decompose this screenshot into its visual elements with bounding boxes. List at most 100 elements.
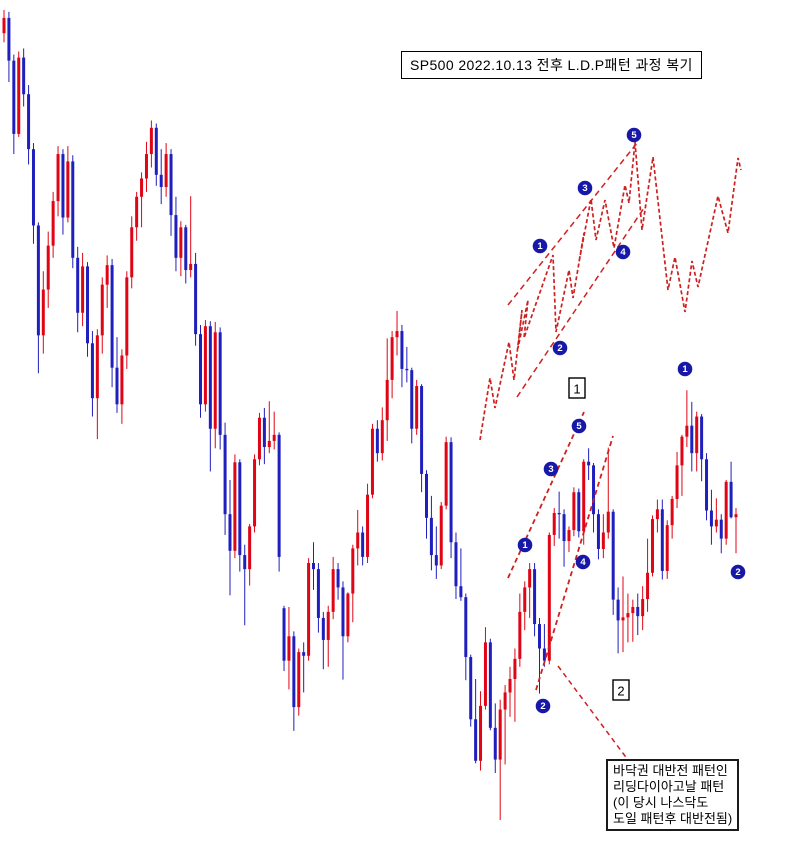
- wave-marker-number: 3: [582, 183, 587, 194]
- candle-body: [390, 337, 394, 380]
- candle-body: [253, 459, 257, 527]
- candle-body: [518, 611, 522, 659]
- candle-body: [577, 492, 581, 532]
- candle-body: [611, 511, 615, 600]
- candle-body: [724, 481, 728, 539]
- candle-body: [690, 425, 694, 454]
- candle-body: [636, 606, 640, 617]
- candle-body: [587, 461, 591, 466]
- candle-body: [434, 555, 438, 566]
- candle-body: [523, 587, 527, 612]
- candle-body: [203, 326, 207, 405]
- candle-body: [282, 608, 286, 661]
- ldp-schematic-zigzag: [479, 141, 742, 441]
- candle-body: [130, 227, 134, 278]
- candle-body: [213, 332, 217, 429]
- candle-body: [297, 652, 301, 708]
- candle-body: [100, 284, 104, 336]
- candle-body: [120, 355, 124, 405]
- candle-body: [307, 563, 311, 656]
- schematic-trendline: [516, 204, 647, 398]
- candle-body: [2, 17, 6, 34]
- wave-marker-circle: [677, 361, 693, 377]
- section-marker-box: [568, 377, 586, 399]
- candle-body: [498, 709, 502, 760]
- candle-body: [179, 227, 183, 258]
- candle-body: [321, 617, 325, 640]
- candle-body: [135, 196, 139, 228]
- wave-marker-number: 2: [735, 567, 740, 578]
- candle-body: [169, 154, 173, 216]
- candle-body: [22, 57, 26, 95]
- candle-body: [115, 367, 119, 405]
- candle-body: [459, 586, 463, 598]
- candle-body: [174, 215, 178, 258]
- wave-marker-number: 1: [522, 540, 528, 551]
- candle-body: [405, 368, 409, 371]
- candle-body: [189, 263, 193, 271]
- wave-marker-circle: [577, 180, 593, 196]
- candle-body: [547, 534, 551, 661]
- candle-body: [660, 509, 664, 571]
- candle-body: [646, 572, 650, 600]
- candle-body: [537, 624, 541, 649]
- candle-body: [41, 289, 45, 336]
- candle-body: [105, 265, 109, 285]
- candle-body: [385, 379, 389, 421]
- candle-body: [326, 611, 330, 640]
- candle-body: [27, 94, 31, 150]
- candle-body: [557, 512, 561, 515]
- candle-body: [7, 17, 11, 61]
- annotation-note-box: 바닥권 대반전 패턴인 리딩다이아고날 패턴 (이 당시 나스닥도 도일 패턴후…: [606, 759, 740, 831]
- candle-body: [533, 569, 537, 625]
- candle-body: [528, 569, 532, 588]
- candle-body: [164, 154, 168, 188]
- wave-marker-circle: [552, 340, 568, 356]
- candle-body: [469, 657, 473, 720]
- candle-body: [149, 127, 153, 155]
- candle-body: [336, 569, 340, 588]
- wave-marker-circle: [626, 127, 642, 143]
- candle-body: [449, 442, 453, 543]
- candle-body: [31, 149, 35, 226]
- candle-body: [154, 127, 158, 175]
- candle-body: [312, 563, 316, 570]
- wave-marker-number: 3: [548, 464, 553, 475]
- section-marker-number: 1: [573, 382, 580, 397]
- candle-body: [331, 569, 335, 612]
- candle-body: [483, 642, 487, 706]
- candle-body: [144, 154, 148, 179]
- wave-marker-circle: [571, 418, 587, 434]
- candle-body: [631, 606, 635, 614]
- candle-body: [601, 532, 605, 549]
- wave-marker-number: 1: [682, 364, 688, 375]
- candle-body: [513, 658, 517, 679]
- candle-body: [17, 57, 21, 134]
- candle-body: [400, 331, 404, 369]
- candle-body: [572, 492, 576, 531]
- candle-body: [12, 60, 16, 134]
- candle-body: [36, 225, 40, 336]
- pattern-trendline: [535, 435, 614, 691]
- candle-body: [395, 331, 399, 338]
- wave-marker-number: 4: [580, 557, 586, 568]
- candle-body: [695, 416, 699, 454]
- candle-body: [444, 442, 448, 506]
- candle-body: [719, 519, 723, 539]
- candle-body: [675, 465, 679, 499]
- candle-body: [424, 473, 428, 518]
- candle-body: [685, 425, 689, 437]
- candle-body: [233, 462, 237, 551]
- candle-body: [641, 599, 645, 617]
- candle-body: [562, 514, 566, 542]
- note-line-3: (이 당시 나스닥도: [613, 795, 709, 810]
- note-line-2: 리딩다이아고날 패턴: [613, 779, 725, 794]
- candle-body: [71, 161, 75, 258]
- chart-title-box: SP500 2022.10.13 전후 L.D.P패턴 과정 복기: [401, 51, 702, 79]
- candle-body: [110, 265, 114, 368]
- candle-body: [223, 434, 227, 515]
- candle-body: [606, 511, 610, 533]
- candle-body: [316, 569, 320, 618]
